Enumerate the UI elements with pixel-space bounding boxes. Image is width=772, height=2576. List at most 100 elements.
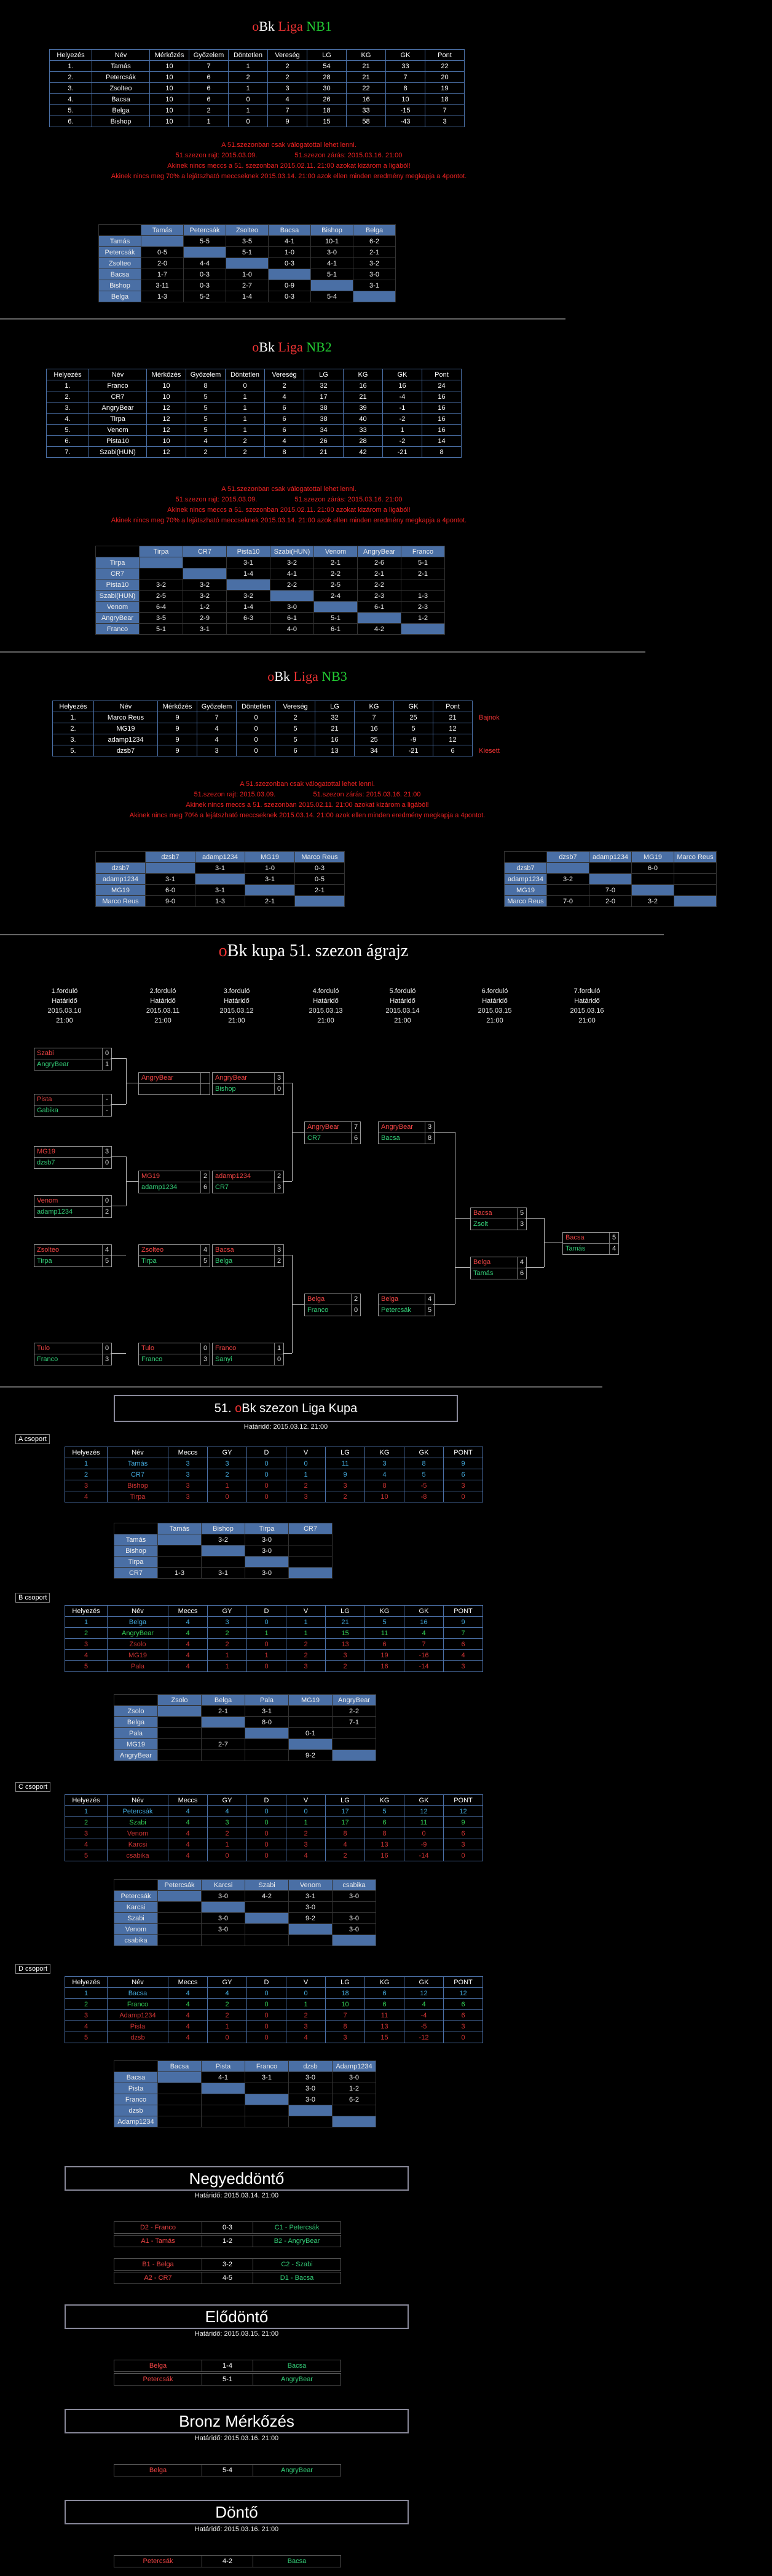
table-cell: 4 [65,1491,108,1502]
league-title: oBk Liga NB1 [252,18,332,34]
table-row: Tirpa [114,1556,333,1568]
bracket-connector [111,1353,126,1354]
table-row: 2. CR7 10 5 1 4 17 21 -4 16 [46,391,462,402]
table-cell: 6. [46,435,89,447]
table-cell: 9 [443,1816,483,1828]
group-standings: Helyezés Név Meccs GY D V LG KG GK PONT 1 Belga 4 3 0 1… [65,1605,483,1672]
table-cell: 7 [189,60,229,72]
results-crosstable: Tamás Petercsák Zsolteo Bacsa Bishop Belga Tam… [98,224,396,302]
column-header: Győzelem [197,701,237,712]
self-cell [201,2083,245,2094]
row-header: Belga [98,291,141,302]
table-row: 3. AngryBear 12 5 1 6 38 39 -1 16 [46,402,462,414]
table-cell: 0 [236,745,276,756]
table-cell: 2 [267,71,307,83]
score-cell [332,2105,376,2116]
table-cell: 4 [286,2032,326,2043]
table-cell: 4 [168,1850,208,1861]
team-score: 3 [102,1354,111,1365]
table-cell: Pala [107,1660,168,1672]
table-cell: 18 [325,1987,365,1999]
score-cell [201,1727,245,1739]
away-team: C1 - Petercsák [253,2221,341,2234]
table-cell: 32 [315,712,355,723]
table-row: Franco 3-0 6-2 [114,2094,376,2105]
table-cell: 0 [286,1987,326,1999]
match-score: 1-2 [202,2235,253,2247]
table-cell: 25 [354,734,394,745]
away-team: AngryBear [253,2464,341,2476]
table-cell: 1 [286,1816,326,1828]
score-cell: 2-1 [294,884,345,896]
table-row: dzsb [114,2105,376,2116]
column-header: GK [404,1794,444,1806]
column-header: KG [364,1447,404,1458]
column-header [114,1879,158,1891]
column-header: Név [107,1605,168,1617]
score-cell: 6-2 [353,235,396,247]
table-cell: 2 [286,2009,326,2021]
column-header: KG [346,49,386,61]
score-cell: 3-0 [270,601,314,613]
table-cell: Franco [107,1998,168,2010]
table-cell: 0 [246,1638,286,1650]
score-cell: 2-9 [183,612,227,624]
column-header: GK [393,701,433,712]
rules-note: Akinek nincs meccs a 51. szezonban 2015.… [186,801,429,809]
team-name: MG19 [37,1148,55,1155]
table-cell: 4 [168,1828,208,1839]
table-row: dzsb7 6-0 [504,862,717,874]
column-header: Név [93,701,158,712]
table-cell: 0 [443,2032,483,2043]
table-cell: 3 [325,2032,365,2043]
score-cell: 3-0 [288,2094,333,2105]
table-cell: -16 [404,1649,444,1661]
score-cell: 3-0 [201,1890,245,1902]
row-header: AngryBear [114,1749,158,1761]
group-label: D csoport [15,1964,51,1974]
table-row: AngryBear 9-2 [114,1749,376,1761]
knockout-title: Elődöntő [65,2304,409,2329]
table-cell: 3 [443,1839,483,1850]
self-cell [631,884,674,896]
score-cell [157,1716,202,1728]
table-cell: 12 [433,723,473,734]
score-cell: 4-1 [268,235,311,247]
deadline: Határidő: 2015.03.15. 21:00 [194,2330,279,2338]
round-header: 7.forduló Határidő 2015.03.16 21:00 [570,988,604,1024]
score-cell [332,1738,376,1750]
team-score: - [102,1094,111,1105]
row-header: Pala [114,1727,158,1739]
table-cell: 4. [46,413,89,425]
table-cell: Franco [89,380,147,391]
self-cell [245,1727,289,1739]
table-cell: 1. [49,60,92,72]
score-cell: 6-4 [139,601,183,613]
score-cell [332,1901,376,1913]
score-cell: 3-2 [183,590,227,602]
knockout-title: Döntő [65,2500,409,2524]
rules-note: Akinek nincs meg 70% a lejátszható meccs… [129,812,486,819]
score-cell: 0-3 [268,291,311,302]
table-cell: 3 [364,1458,404,1469]
table-cell: -12 [404,2032,444,2043]
table-cell: 21 [346,60,386,72]
column-header: Szabi(HUN) [270,546,314,557]
table-cell: 3 [168,1458,208,1469]
self-cell [201,1716,245,1728]
score-cell: 2-1 [313,557,358,568]
team-name: Bacsa [381,1134,400,1142]
team-name: Franco [307,1306,329,1314]
table-cell: AngryBear [107,1627,168,1639]
row-header: Zsolo [114,1705,158,1717]
team-name: Bishop [215,1085,236,1093]
table-cell: 2 [228,71,268,83]
table-row: 3. adamp1234 9 4 0 5 16 25 -9 12 [52,734,503,745]
cup-title: oBk kupa 51. szezon ágrajz [218,941,409,960]
table-cell: 10 [149,82,189,94]
score-cell [201,2105,245,2116]
team-name: Gabika [37,1107,58,1114]
table-row: 2. MG19 9 4 0 5 21 16 5 12 [52,723,503,734]
team-score: 3 [200,1354,210,1365]
table-row: Tirpa 3-1 3-2 2-1 2-6 5-1 [95,557,445,568]
